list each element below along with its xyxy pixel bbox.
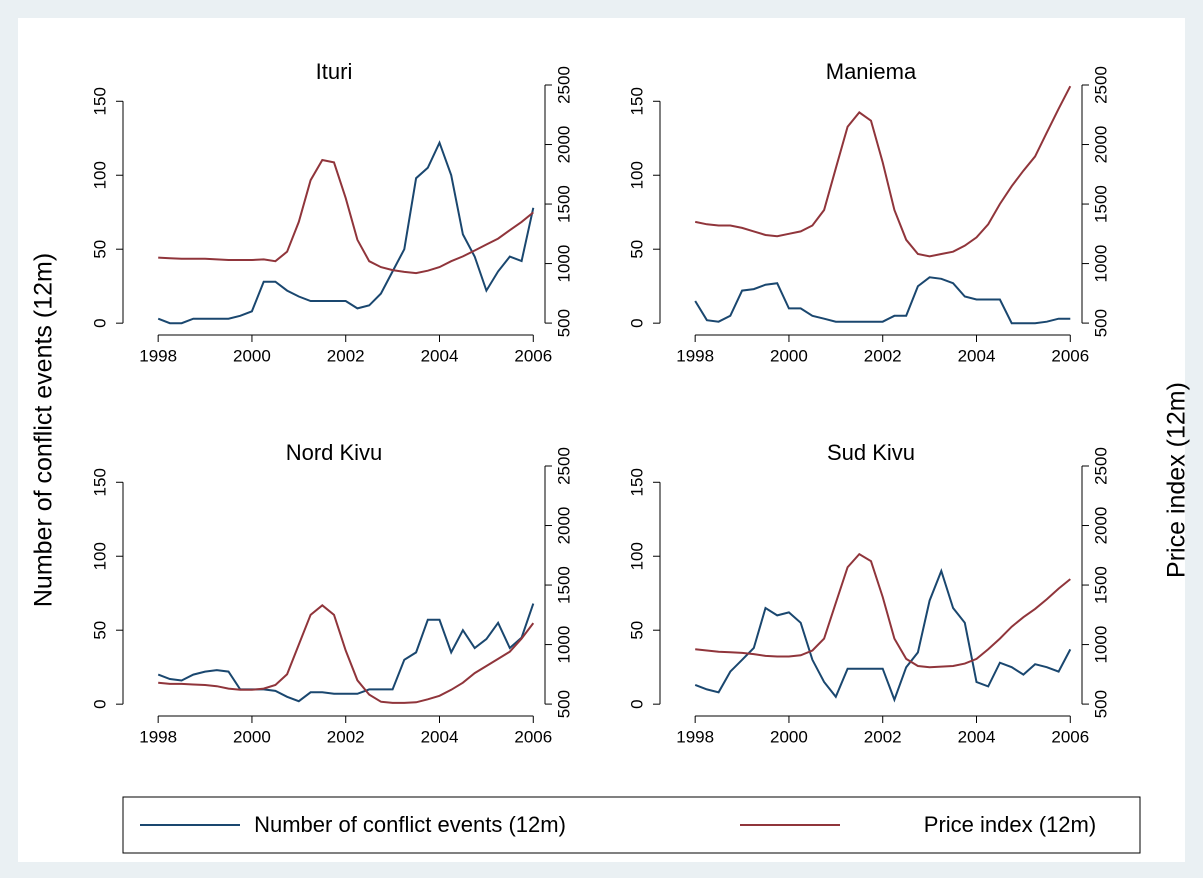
x-tick-label: 1998	[676, 727, 714, 746]
y-tick-label: 50	[90, 240, 109, 259]
panel-title: Ituri	[316, 59, 353, 84]
line-series	[694, 85, 1072, 258]
y2-tick-label: 1000	[554, 626, 573, 664]
y2-tick-label: 1000	[1091, 626, 1110, 664]
x-tick-label: 2000	[770, 346, 808, 365]
x-tick-label: 2006	[1051, 727, 1089, 746]
y-tick-label: 50	[90, 621, 109, 640]
y-axis-label: Number of conflict events (12m)	[30, 253, 58, 607]
x-tick-label: 2004	[421, 346, 459, 365]
x-tick-label: 2004	[421, 727, 459, 746]
panel: Nord Kivu 0 50 100 150 500 1000 1500 2000 2500 199…	[90, 440, 573, 747]
y2-tick-label: 500	[554, 309, 573, 337]
y-tick-label: 100	[90, 161, 109, 189]
x-tick-label: 1998	[676, 346, 714, 365]
panel: Sud Kivu 0 50 100 150 500 1000 1500 2000 2500 1998…	[627, 440, 1110, 747]
panel-title: Nord Kivu	[286, 440, 383, 465]
y2-tick-label: 2500	[1091, 66, 1110, 104]
y2-tick-label: 500	[1091, 690, 1110, 718]
y-tick-label: 50	[627, 240, 646, 259]
x-tick-label: 1998	[139, 346, 177, 365]
x-tick-label: 2000	[233, 727, 271, 746]
y-tick-label: 100	[627, 542, 646, 570]
line-series	[695, 552, 1071, 669]
y2-tick-label: 500	[554, 690, 573, 718]
panel-title: Maniema	[826, 59, 917, 84]
legend-label: Price index (12m)	[924, 812, 1096, 837]
line-series	[158, 158, 534, 275]
y2-tick-label: 1500	[554, 566, 573, 604]
y-tick-label: 150	[90, 468, 109, 496]
y-tick-label: 150	[90, 87, 109, 115]
y-tick-label: 0	[627, 699, 646, 708]
line-series	[694, 276, 1071, 325]
y2-tick-label: 2500	[554, 66, 573, 104]
y2-tick-label: 2000	[1091, 126, 1110, 164]
y-tick-label: 100	[627, 161, 646, 189]
y2-tick-label: 2000	[554, 507, 573, 545]
legend: Number of conflict events (12m) Price ind…	[122, 796, 1141, 854]
y-tick-label: 50	[627, 621, 646, 640]
x-tick-label: 2002	[864, 727, 902, 746]
x-tick-label: 2002	[327, 346, 365, 365]
y-tick-label: 150	[627, 468, 646, 496]
x-tick-label: 2006	[514, 727, 552, 746]
y2-tick-label: 1000	[554, 245, 573, 283]
panel: Maniema 0 50 100 150 500 1000 1500 2000 2500 1998 2…	[627, 59, 1110, 366]
panel: Ituri 0 50 100 150 500 1000 1500 2000 2500 1998 200…	[90, 59, 573, 366]
y-tick-label: 0	[627, 318, 646, 327]
x-tick-label: 2000	[233, 346, 271, 365]
panel-title: Sud Kivu	[827, 440, 915, 465]
x-tick-label: 2006	[1051, 346, 1089, 365]
x-tick-label: 2006	[514, 346, 552, 365]
y2-tick-label: 1500	[1091, 185, 1110, 223]
y-tick-label: 150	[627, 87, 646, 115]
y2-tick-label: 2500	[1091, 447, 1110, 485]
x-tick-label: 2002	[327, 727, 365, 746]
y2-axis-label: Price index (12m)	[1163, 382, 1191, 578]
x-tick-label: 2000	[770, 727, 808, 746]
x-tick-label: 1998	[139, 727, 177, 746]
line-series	[157, 140, 535, 325]
y-tick-label: 100	[90, 542, 109, 570]
y2-tick-label: 2000	[1091, 507, 1110, 545]
y2-tick-label: 1500	[554, 185, 573, 223]
line-series	[158, 604, 535, 704]
y2-tick-label: 2000	[554, 126, 573, 164]
y2-tick-label: 2500	[554, 447, 573, 485]
x-tick-label: 2004	[958, 727, 996, 746]
plot-background	[18, 18, 1185, 862]
y2-tick-label: 1500	[1091, 566, 1110, 604]
x-tick-label: 2004	[958, 346, 996, 365]
line-series	[157, 603, 535, 703]
line-series	[694, 568, 1072, 703]
y-tick-label: 0	[90, 699, 109, 708]
y2-tick-label: 1000	[1091, 245, 1110, 283]
legend-label: Number of conflict events (12m)	[254, 812, 566, 837]
x-tick-label: 2002	[864, 346, 902, 365]
y-tick-label: 0	[90, 318, 109, 327]
y2-tick-label: 500	[1091, 309, 1110, 337]
legend-box	[122, 796, 1141, 854]
